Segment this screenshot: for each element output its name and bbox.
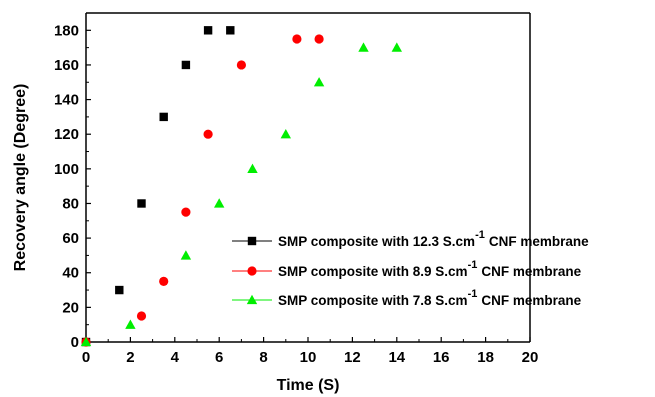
data-point-series-2	[236, 60, 246, 70]
y-tick-label: 40	[62, 265, 79, 282]
legend-marker	[247, 266, 257, 276]
data-point-series-3	[80, 336, 92, 347]
y-ticks: 0 20 40 60 80 100 120 140 160 180	[54, 22, 91, 351]
data-point-series-3	[280, 129, 291, 139]
x-tick-label: 18	[477, 349, 494, 366]
data-point-series-3	[247, 163, 258, 174]
data-points	[80, 26, 402, 347]
y-tick-label: 180	[54, 22, 79, 39]
legend-entry-1: SMP composite with 12.3 S.cm-1 CNF membra…	[278, 229, 589, 249]
y-tick-label: 140	[54, 92, 79, 109]
data-point-series-1	[137, 199, 146, 208]
data-point-series-1	[226, 26, 235, 35]
y-tick-label: 120	[54, 126, 79, 143]
data-point-series-1	[203, 26, 213, 35]
x-axis-title: Time (S)	[277, 377, 340, 394]
data-point-series-3	[180, 250, 192, 260]
y-tick-label: 60	[62, 230, 79, 247]
x-tick-label: 8	[259, 349, 267, 366]
data-point-series-1	[159, 112, 168, 122]
data-point-series-2	[181, 207, 191, 217]
data-point-series-2	[314, 34, 324, 44]
legend-entry-2: SMP composite with 8.9 S.cm-1 CNF membran…	[278, 259, 582, 279]
y-tick-label: 100	[54, 161, 79, 178]
data-point-series-2	[136, 311, 147, 321]
y-axis-title: Recovery angle (Degree)	[12, 84, 29, 272]
data-point-series-2	[292, 34, 302, 44]
legend-marker	[247, 236, 257, 246]
x-tick-label: 6	[215, 349, 223, 366]
x-tick-label: 12	[344, 349, 361, 366]
data-point-series-3	[358, 42, 369, 52]
x-tick-label: 4	[171, 349, 180, 366]
data-point-series-3	[214, 198, 225, 208]
data-point-series-2	[203, 129, 213, 139]
data-point-series-2	[159, 276, 169, 286]
y-tick-label: 0	[71, 334, 79, 351]
legend: SMP composite with 12.3 S.cm-1 CNF membra…	[232, 229, 589, 308]
data-point-series-3	[391, 42, 402, 52]
data-point-series-1	[181, 60, 191, 70]
legend-entry-3: SMP composite with 7.8 S.cm-1 CNF membran…	[278, 288, 582, 308]
x-tick-label: 16	[433, 349, 450, 366]
data-point-series-3	[125, 319, 136, 329]
x-tick-label: 2	[126, 349, 134, 366]
data-point-series-3	[313, 77, 325, 87]
x-tick-label: 14	[388, 349, 405, 366]
x-ticks: 0 2 4 6 8 10 12 14 16 18 20	[82, 337, 539, 366]
legend-marker	[246, 294, 258, 305]
y-tick-label: 80	[62, 195, 79, 212]
x-tick-label: 0	[82, 349, 90, 366]
data-point-series-1	[115, 285, 124, 295]
x-tick-label: 20	[522, 349, 539, 366]
x-tick-label: 10	[300, 349, 317, 366]
y-tick-label: 20	[62, 299, 79, 316]
y-tick-label: 160	[54, 57, 79, 74]
